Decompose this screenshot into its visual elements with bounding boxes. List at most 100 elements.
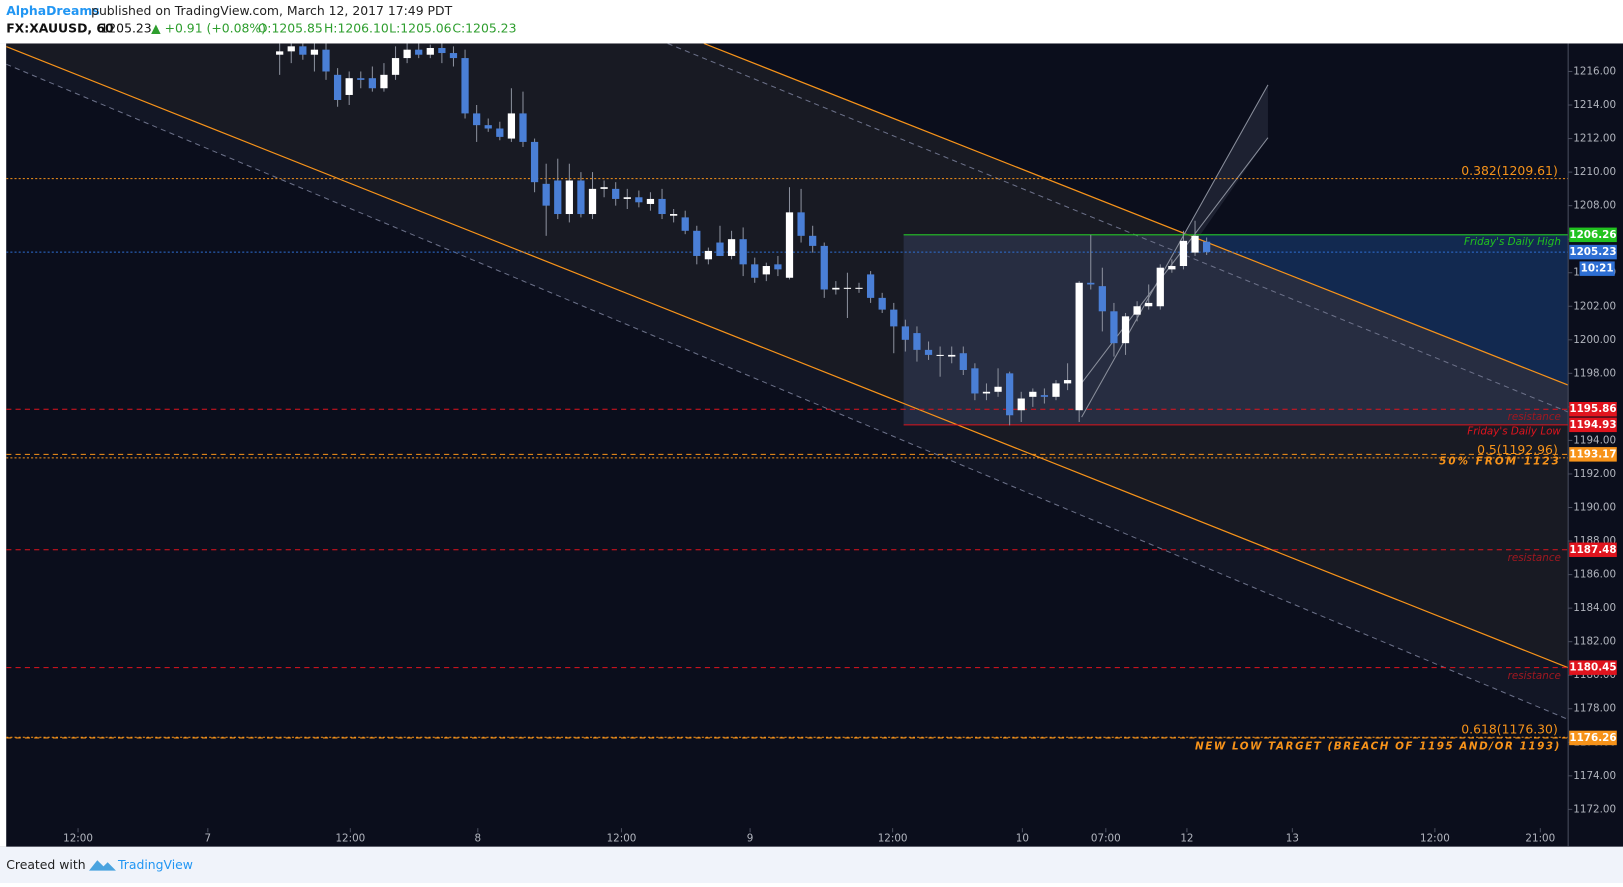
author[interactable]: AlphaDreams: [6, 3, 99, 18]
candle-body: [1017, 398, 1025, 411]
change: +0.91 (+0.08%): [165, 20, 266, 35]
ohlc-open: O:1205.85: [258, 20, 323, 35]
annotation: 50% FROM 1123: [1439, 456, 1561, 468]
price-tag-label: 1205.23: [1569, 246, 1616, 258]
fib-label: 0.618(1176.30): [1461, 722, 1557, 737]
candle-body: [345, 78, 353, 95]
candle-body: [554, 180, 562, 215]
y-tick-label: 1200.00: [1573, 334, 1616, 346]
price-tag-label: 1195.86: [1569, 403, 1616, 415]
candle-body: [681, 217, 689, 231]
y-tick-label: 1198.00: [1573, 367, 1616, 379]
candle-body: [1063, 380, 1072, 384]
channel-lower-fill: [6, 46, 1569, 720]
y-tick-label: 1194.00: [1573, 434, 1616, 446]
candle-body: [762, 266, 770, 275]
price-tag-label: 1187.48: [1569, 544, 1616, 556]
y-tick-label: 1210.00: [1573, 166, 1616, 178]
price-tag: [1569, 244, 1617, 260]
x-tick-label: 7: [205, 832, 212, 844]
candle-body: [542, 183, 550, 206]
y-tick-label: 1182.00: [1573, 636, 1616, 648]
candle-body: [774, 264, 782, 270]
last-price: 1205.23: [100, 20, 151, 35]
candle-body: [901, 326, 909, 340]
tv-logo: [89, 860, 116, 871]
candle-body: [438, 48, 446, 54]
price-tag-label: 1180.45: [1569, 662, 1616, 674]
candle-body: [403, 49, 411, 59]
y-tick-label: 1214.00: [1573, 99, 1616, 111]
range-box-right: [1200, 233, 1569, 386]
candle-body: [426, 48, 434, 55]
y-tick-label: 1192.00: [1573, 468, 1616, 480]
candle-body: [322, 49, 330, 72]
candle-body: [890, 309, 898, 327]
price-tag: [1569, 660, 1617, 675]
annotation: Friday's Daily Low: [1467, 426, 1561, 438]
candle-body: [1179, 240, 1188, 267]
x-tick-label: 07:00: [1091, 832, 1121, 844]
candle-body: [751, 264, 759, 278]
channel-dash-high: [667, 43, 1569, 413]
footer-text: Created with: [6, 857, 85, 872]
candle-body: [1075, 282, 1083, 411]
candle-body: [1087, 282, 1095, 285]
candle-body: [646, 198, 655, 204]
x-tick-label: 12:00: [63, 832, 93, 844]
price-tag: [1569, 401, 1617, 417]
x-tick-label: 12:00: [878, 832, 908, 844]
candle-body: [1121, 316, 1130, 344]
candle-body: [1156, 267, 1164, 307]
plot: [6, 43, 1569, 739]
fib-label: 0.382(1209.61): [1461, 163, 1557, 178]
candle-body: [727, 239, 736, 256]
annotation: NEW LOW TARGET (BREACH OF 1195 AND/OR 11…: [1195, 740, 1561, 752]
header-bg: [0, 0, 1623, 44]
candle-body: [310, 49, 319, 55]
price-tag-label: 1193.17: [1569, 448, 1616, 460]
price-tag-label: 1176.26: [1569, 732, 1616, 744]
price-tag: [1569, 227, 1617, 243]
y-tick-label: 1202.00: [1573, 300, 1616, 312]
countdown-label: 10:21: [1581, 263, 1614, 275]
candle-body: [368, 78, 376, 89]
up-arrow: ▲: [151, 20, 161, 35]
candle-body: [612, 188, 620, 199]
footer-brand[interactable]: TradingView: [117, 857, 193, 872]
x-tick-label: 12:00: [1420, 832, 1450, 844]
x-tick-label: 8: [475, 832, 482, 844]
candle-body: [287, 46, 295, 52]
candle-body: [1110, 311, 1118, 344]
price-tag-label: 1194.93: [1569, 419, 1616, 431]
x-tick-label: 12:00: [335, 832, 365, 844]
price-tag-label: 1206.26: [1569, 229, 1616, 241]
candle-body: [924, 349, 933, 355]
candle-body: [357, 78, 365, 80]
x-tick-label: 21:00: [1525, 832, 1555, 844]
candle-body: [739, 239, 747, 265]
drawings: [6, 43, 1569, 720]
price-tag: [1569, 730, 1617, 746]
candle-body: [994, 386, 1002, 392]
candle-body: [959, 353, 967, 370]
y-tick-label: 1184.00: [1573, 602, 1616, 614]
y-tick-label: 1186.00: [1573, 569, 1616, 581]
x-tick-label: 10: [1016, 832, 1029, 844]
x-tick-label: 13: [1286, 832, 1299, 844]
left-edge: [0, 43, 7, 847]
symbol: FX:XAUUSD, 60: [6, 20, 114, 35]
ohlc-close: C:1205.23: [452, 20, 516, 35]
price-tag: [1569, 542, 1617, 558]
candle-body: [820, 245, 828, 290]
candle-body: [635, 197, 643, 203]
published: published on TradingView.com, March 12, …: [91, 3, 452, 18]
annotation: resistance: [1508, 670, 1561, 682]
candle-body: [600, 187, 608, 189]
candle-body: [496, 128, 504, 137]
fib-label: 0.5(1192.96): [1477, 442, 1558, 457]
y-tick-label: 1172.00: [1573, 803, 1616, 815]
footer-bg: [0, 846, 1623, 883]
